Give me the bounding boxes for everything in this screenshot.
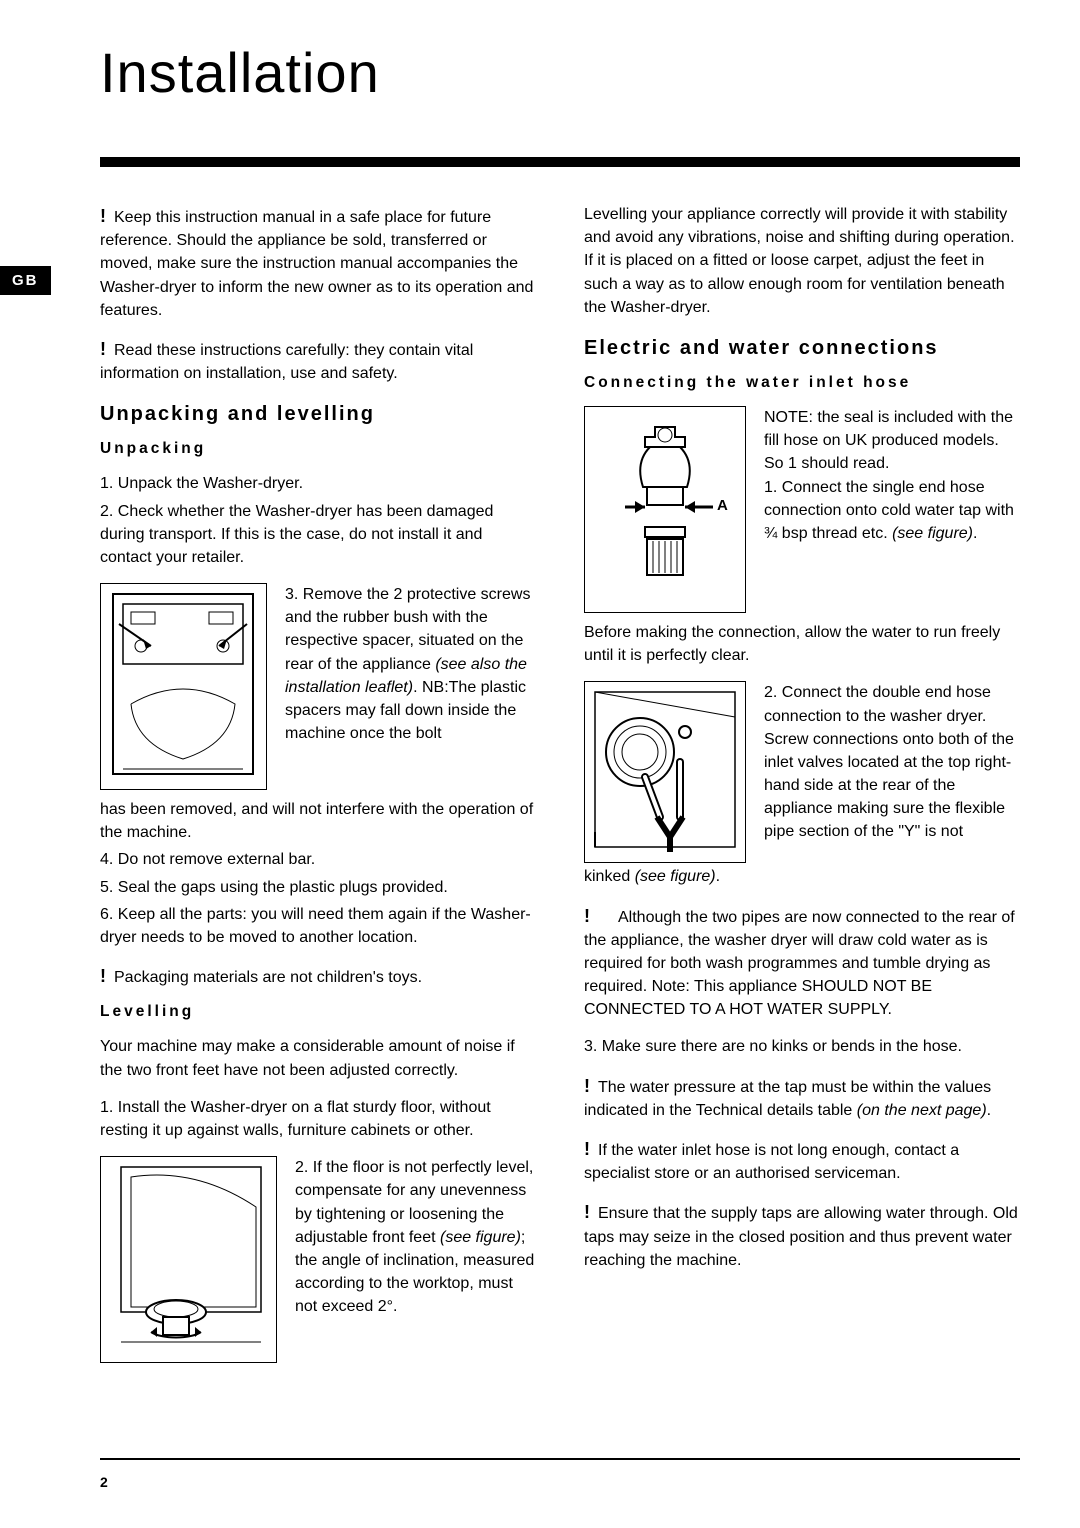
c2-see-ref: (see figure): [635, 868, 716, 885]
subheading-levelling: Levelling: [100, 1003, 536, 1021]
levelling-step-1: 1. Install the Washer-dryer on a flat st…: [100, 1096, 536, 1142]
before-connection: Before making the connection, allow the …: [584, 621, 1020, 667]
figure-tap: A: [584, 406, 746, 613]
figure-inlet-valves: [584, 681, 746, 863]
unpack-step-3-cont: has been removed, and will not interfere…: [100, 798, 536, 844]
warning-icon: !: [100, 336, 114, 362]
warning-icon: !: [584, 1073, 598, 1099]
figure-adjust-feet: [100, 1156, 277, 1363]
unpack-step-3-part-a: 3. Remove the 2 protective screws and th…: [285, 583, 536, 745]
warning-hose-length: If the water inlet hose is not long enou…: [584, 1142, 959, 1182]
levelling-intro: Your machine may make a considerable amo…: [100, 1035, 536, 1081]
heading-electric-water: Electric and water connections: [584, 337, 1020, 360]
pressure-see-ref: (on the next page): [857, 1102, 987, 1119]
subheading-unpacking: Unpacking: [100, 440, 536, 458]
c2-dot: .: [716, 868, 720, 885]
title-separator: [100, 157, 1020, 167]
note-seal: NOTE: the seal is included with the fill…: [764, 409, 1013, 472]
left-column: !Keep this instruction manual in a safe …: [100, 203, 536, 1371]
warning-icon: !: [100, 203, 114, 229]
connect-step-3: 3. Make sure there are no kinks or bends…: [584, 1035, 1020, 1058]
unpack-step-6: 6. Keep all the parts: you will need the…: [100, 903, 536, 949]
warning-cold-water: Although the two pipes are now connected…: [584, 909, 1015, 1019]
figure-rear-screws: [100, 583, 267, 790]
warning-icon: !: [100, 963, 114, 989]
intro-paragraph-2: Read these instructions carefully: they …: [100, 342, 473, 382]
unpack-step-4: 4. Do not remove external bar.: [100, 848, 536, 871]
pressure-dot: .: [987, 1102, 991, 1119]
right-column: Levelling your appliance correctly will …: [584, 203, 1020, 1371]
footer-separator: [100, 1458, 1020, 1460]
intro-paragraph-1: Keep this instruction manual in a safe p…: [100, 209, 533, 319]
warning-packaging: Packaging materials are not children's t…: [114, 969, 422, 986]
page-number: 2: [100, 1474, 108, 1490]
heading-unpacking-levelling: Unpacking and levelling: [100, 403, 536, 426]
c2-kinked: kinked: [584, 868, 635, 885]
language-tab: GB: [0, 266, 51, 295]
unpack-step-5: 5. Seal the gaps using the plastic plugs…: [100, 876, 536, 899]
connect-step-2: 2. Connect the double end hose connectio…: [764, 681, 1020, 843]
subheading-inlet-hose: Connecting the water inlet hose: [584, 374, 1020, 392]
unpack-step-2: 2. Check whether the Washer-dryer has be…: [100, 500, 536, 570]
warning-supply-taps: Ensure that the supply taps are allowing…: [584, 1205, 1018, 1268]
tap-label-a: A: [717, 497, 728, 514]
levelling-benefit: Levelling your appliance correctly will …: [584, 203, 1020, 319]
warning-icon: !: [584, 903, 598, 929]
c1-see-ref: (see figure): [892, 525, 973, 542]
page-title: Installation: [100, 40, 1020, 105]
c1-dot: .: [973, 525, 977, 542]
levelling-step-2: 2. If the floor is not perfectly level, …: [295, 1156, 536, 1318]
unpack-step-1: 1. Unpack the Washer-dryer.: [100, 472, 536, 495]
warning-icon: !: [584, 1136, 598, 1162]
warning-icon: !: [584, 1199, 598, 1225]
l2-see-ref: (see figure): [440, 1229, 521, 1246]
